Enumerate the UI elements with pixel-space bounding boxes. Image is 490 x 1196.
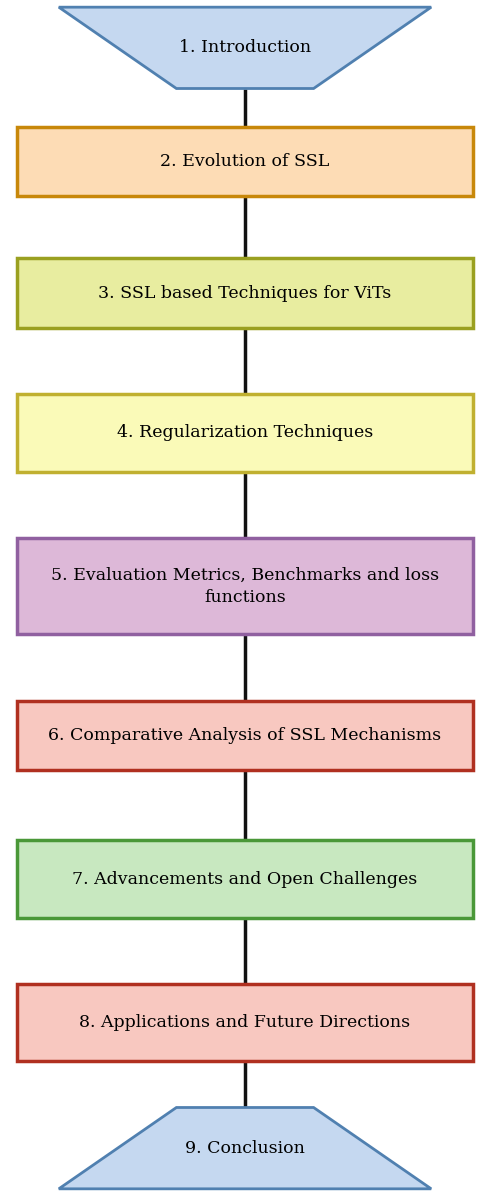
FancyBboxPatch shape — [17, 840, 473, 919]
FancyBboxPatch shape — [17, 538, 473, 634]
FancyBboxPatch shape — [17, 983, 473, 1062]
Polygon shape — [59, 1107, 431, 1189]
FancyBboxPatch shape — [17, 127, 473, 196]
Text: 2. Evolution of SSL: 2. Evolution of SSL — [160, 153, 330, 170]
Text: 7. Advancements and Open Challenges: 7. Advancements and Open Challenges — [73, 871, 417, 887]
Text: 4. Regularization Techniques: 4. Regularization Techniques — [117, 425, 373, 441]
Text: 5. Evaluation Metrics, Benchmarks and loss
functions: 5. Evaluation Metrics, Benchmarks and lo… — [51, 567, 439, 605]
Polygon shape — [59, 7, 431, 89]
FancyBboxPatch shape — [17, 393, 473, 471]
Text: 9. Conclusion: 9. Conclusion — [185, 1140, 305, 1157]
FancyBboxPatch shape — [17, 701, 473, 770]
Text: 8. Applications and Future Directions: 8. Applications and Future Directions — [79, 1014, 411, 1031]
Text: 6. Comparative Analysis of SSL Mechanisms: 6. Comparative Analysis of SSL Mechanism… — [49, 727, 441, 744]
Text: 3. SSL based Techniques for ViTs: 3. SSL based Techniques for ViTs — [98, 285, 392, 301]
FancyBboxPatch shape — [17, 258, 473, 328]
Text: 1. Introduction: 1. Introduction — [179, 39, 311, 56]
